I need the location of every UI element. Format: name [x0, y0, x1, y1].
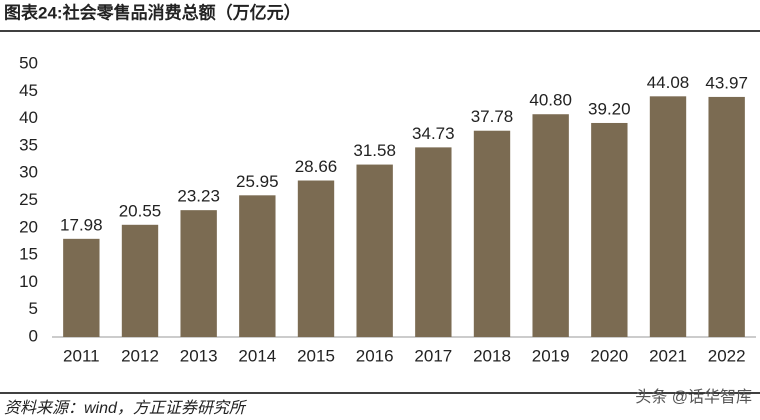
value-label: 34.73: [412, 124, 455, 143]
y-tick-label: 0: [29, 326, 38, 345]
x-tick-label: 2022: [708, 346, 746, 365]
x-tick-label: 2018: [473, 346, 511, 365]
y-tick-label: 40: [19, 108, 38, 127]
value-label: 25.95: [236, 172, 279, 191]
value-label: 37.78: [471, 107, 514, 126]
value-label: 31.58: [353, 141, 396, 160]
x-tick-label: 2019: [532, 346, 570, 365]
y-tick-label: 15: [19, 245, 38, 264]
value-label: 40.80: [529, 91, 572, 110]
bar: [239, 195, 276, 337]
y-tick-label: 35: [19, 135, 38, 154]
y-tick-label: 20: [19, 217, 38, 236]
value-label: 44.08: [647, 73, 690, 92]
x-tick-label: 2013: [180, 346, 218, 365]
value-label: 28.66: [295, 157, 338, 176]
bar: [297, 180, 335, 337]
value-label: 20.55: [119, 201, 162, 220]
value-label: 17.98: [60, 215, 103, 234]
x-tick-label: 2020: [590, 346, 628, 365]
bar: [415, 147, 452, 337]
value-label: 23.23: [177, 187, 220, 206]
bar: [356, 164, 393, 337]
watermark: 头条 @话华智库: [635, 388, 752, 406]
bar: [591, 122, 628, 337]
chart-title: 图表24:社会零售品消费总额（万亿元）: [4, 2, 301, 22]
y-tick-label: 45: [19, 81, 38, 100]
y-tick-label: 25: [19, 190, 38, 209]
bar: [473, 130, 511, 337]
bar: [532, 114, 569, 338]
y-tick-label: 10: [19, 272, 38, 291]
bar: [121, 224, 159, 337]
x-tick-label: 2016: [356, 346, 394, 365]
x-tick-label: 2014: [238, 346, 276, 365]
y-tick-label: 5: [29, 299, 38, 318]
x-tick-label: 2015: [297, 346, 335, 365]
source-note: 资料来源：wind，方正证券研究所: [4, 399, 248, 417]
bar: [708, 96, 745, 337]
x-tick-label: 2012: [121, 346, 159, 365]
value-label: 43.97: [705, 73, 748, 92]
y-tick-label: 50: [19, 53, 38, 72]
bar: [649, 96, 687, 337]
x-tick-label: 2011: [63, 346, 100, 365]
bar: [180, 210, 217, 337]
x-tick-label: 2017: [414, 346, 452, 365]
bar: [63, 238, 100, 337]
y-tick-label: 30: [19, 163, 38, 182]
x-tick-label: 2021: [649, 346, 687, 365]
value-label: 39.20: [588, 99, 631, 118]
